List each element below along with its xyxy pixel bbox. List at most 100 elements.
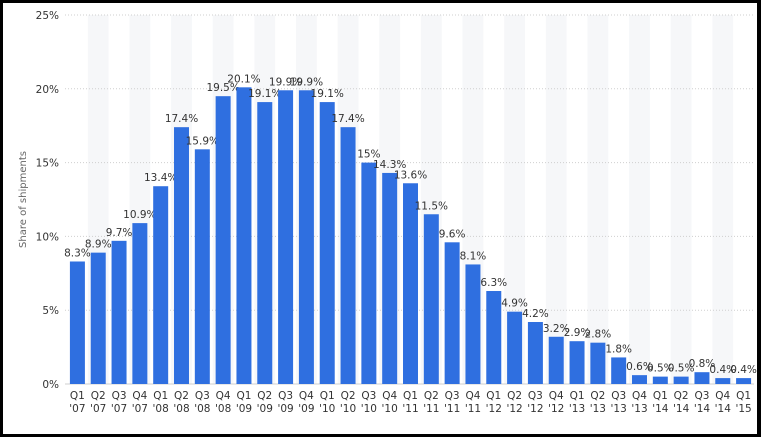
data-label: 8.1% xyxy=(460,250,487,262)
x-tick-label-year: '09 xyxy=(236,403,252,415)
data-label: 6.3% xyxy=(480,277,507,289)
x-tick-label-quarter: Q3 xyxy=(611,390,626,402)
x-tick-label-quarter: Q4 xyxy=(465,390,480,402)
x-tick-label-quarter: Q4 xyxy=(549,390,564,402)
x-tick-label-quarter: Q4 xyxy=(299,390,314,402)
data-label: 0.5% xyxy=(647,363,674,375)
x-tick-label-quarter: Q2 xyxy=(257,390,272,402)
x-tick-label-quarter: Q1 xyxy=(486,390,501,402)
x-tick-label-year: '08 xyxy=(153,403,169,415)
x-tick-label-year: '08 xyxy=(194,403,210,415)
bar xyxy=(632,375,647,384)
data-label: 19.5% xyxy=(206,82,239,94)
data-label: 0.4% xyxy=(730,364,757,376)
data-label: 0.8% xyxy=(689,358,716,370)
bar xyxy=(382,172,398,384)
x-tick-label-year: '12 xyxy=(486,403,502,415)
bar xyxy=(507,311,523,384)
column-band xyxy=(587,15,609,384)
bar xyxy=(340,127,356,385)
data-label: 19.9% xyxy=(269,76,302,88)
bar xyxy=(694,372,710,384)
bar xyxy=(715,378,731,384)
y-tick-label: 5% xyxy=(42,305,59,317)
x-tick-label-year: '13 xyxy=(611,403,627,415)
y-tick-label: 25% xyxy=(36,10,59,22)
bar xyxy=(319,102,335,385)
x-tick-label-quarter: Q2 xyxy=(674,390,689,402)
x-tick-label-quarter: Q3 xyxy=(694,390,709,402)
data-label: 8.9% xyxy=(85,239,112,251)
x-tick-label-year: '08 xyxy=(215,403,231,415)
x-tick-label-year: '14 xyxy=(652,403,669,415)
bar xyxy=(361,162,377,384)
bar xyxy=(153,186,169,384)
y-tick-label: 10% xyxy=(36,231,59,243)
x-tick-label-year: '11 xyxy=(402,403,418,415)
bar xyxy=(548,336,564,384)
column-band xyxy=(545,15,567,384)
bar xyxy=(465,264,481,384)
x-tick-label-year: '09 xyxy=(277,403,293,415)
x-tick-label-year: '11 xyxy=(444,403,460,415)
x-tick-label-quarter: Q1 xyxy=(236,390,251,402)
x-tick-label-year: '08 xyxy=(173,403,189,415)
bar xyxy=(257,102,273,385)
x-tick-label-quarter: Q3 xyxy=(278,390,293,402)
x-tick-label-quarter: Q1 xyxy=(653,390,668,402)
column-band xyxy=(670,15,692,384)
x-tick-label-year: '10 xyxy=(382,403,398,415)
data-label: 19.1% xyxy=(311,88,344,100)
bar xyxy=(590,342,606,384)
x-tick-label-year: '09 xyxy=(257,403,273,415)
bar xyxy=(69,261,85,384)
bar xyxy=(236,87,252,384)
data-label: 19.9% xyxy=(290,76,323,88)
bar xyxy=(215,96,231,385)
bar xyxy=(194,149,210,384)
data-label: 10.9% xyxy=(123,209,156,221)
data-label: 9.7% xyxy=(106,227,133,239)
data-label: 13.6% xyxy=(394,169,427,181)
x-tick-label-quarter: Q2 xyxy=(590,390,605,402)
y-tick-label: 15% xyxy=(36,158,59,170)
data-label: 4.2% xyxy=(522,308,549,320)
bar xyxy=(278,90,294,384)
x-tick-label-quarter: Q4 xyxy=(132,390,147,402)
data-label: 2.8% xyxy=(585,329,612,341)
x-tick-label-quarter: Q1 xyxy=(320,390,335,402)
x-tick-label-year: '10 xyxy=(340,403,356,415)
x-tick-label-quarter: Q3 xyxy=(528,390,543,402)
bar xyxy=(569,341,585,384)
bar xyxy=(298,90,314,384)
data-label: 8.3% xyxy=(64,247,91,259)
x-tick-label-year: '10 xyxy=(361,403,377,415)
x-tick-label-quarter: Q1 xyxy=(736,390,751,402)
data-label: 1.8% xyxy=(605,343,632,355)
x-tick-label-year: '15 xyxy=(735,403,751,415)
x-tick-label-year: '12 xyxy=(548,403,564,415)
x-tick-label-year: '09 xyxy=(298,403,314,415)
data-label: 4.9% xyxy=(501,298,528,310)
bar xyxy=(736,378,752,384)
y-tick-label: 20% xyxy=(36,84,59,96)
x-tick-label-quarter: Q3 xyxy=(112,390,127,402)
x-tick-label-year: '12 xyxy=(527,403,543,415)
data-label: 0.6% xyxy=(626,361,653,373)
bar-chart: 0% 5% 10% 15% 20% 25% Share of shipments 8.3% Q1… xyxy=(18,10,757,415)
data-label: 15% xyxy=(357,149,380,161)
column-band xyxy=(712,15,734,384)
bar xyxy=(174,127,189,385)
x-tick-label-quarter: Q2 xyxy=(507,390,522,402)
x-tick-label-year: '13 xyxy=(569,403,585,415)
data-label: 2.9% xyxy=(564,327,591,339)
chart-panel: 0% 5% 10% 15% 20% 25% Share of shipments 8.3% Q1… xyxy=(3,3,757,434)
bar xyxy=(423,214,439,384)
x-tick-label-year: '14 xyxy=(715,403,732,415)
x-tick-label-year: '14 xyxy=(673,403,690,415)
column-band xyxy=(629,15,650,384)
x-tick-label-quarter: Q4 xyxy=(216,390,231,402)
x-tick-label-quarter: Q3 xyxy=(361,390,376,402)
column-band xyxy=(504,15,525,384)
x-tick-label-year: '14 xyxy=(694,403,711,415)
